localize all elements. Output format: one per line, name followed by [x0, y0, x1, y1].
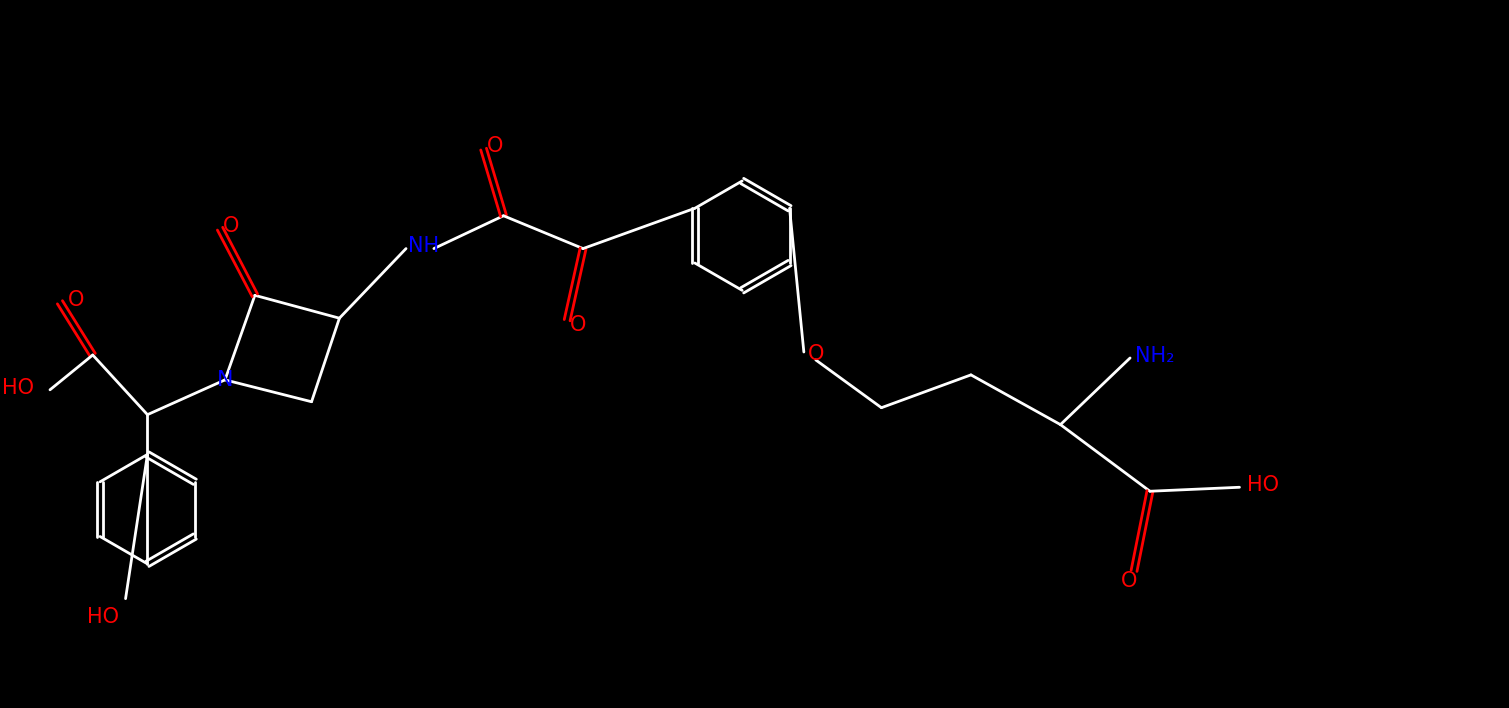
Text: HO: HO [1248, 475, 1280, 496]
Text: O: O [68, 290, 85, 310]
Text: NH: NH [407, 236, 439, 256]
Text: HO: HO [2, 378, 35, 398]
Text: NH₂: NH₂ [1135, 346, 1174, 366]
Text: O: O [486, 136, 502, 156]
Text: N: N [217, 370, 234, 390]
Text: O: O [807, 344, 824, 364]
Text: O: O [570, 315, 587, 335]
Text: O: O [223, 216, 240, 236]
Text: HO: HO [86, 607, 119, 627]
Text: O: O [1121, 571, 1138, 590]
